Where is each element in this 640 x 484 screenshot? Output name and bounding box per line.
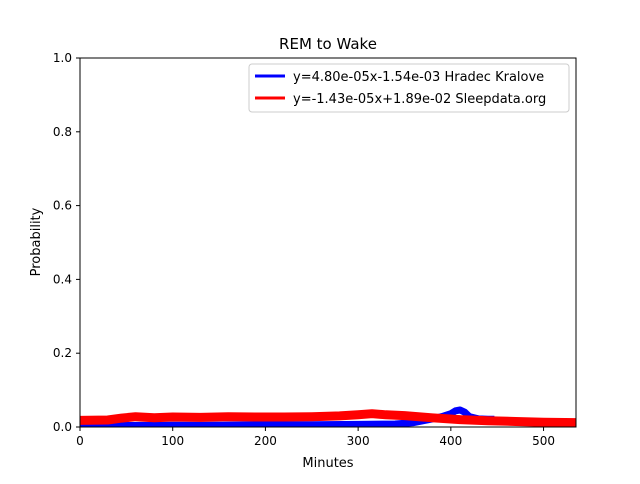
plot-area-frame [79, 57, 577, 428]
x-tick-label: 300 [347, 434, 370, 448]
y-tick-label: 0.6 [53, 199, 72, 213]
x-tick-label: 200 [254, 434, 277, 448]
x-tick-label: 0 [76, 434, 84, 448]
x-tick-label: 400 [439, 434, 462, 448]
x-axis-label: Minutes [302, 456, 353, 471]
y-tick-label: 1.0 [53, 51, 72, 65]
y-tick-label: 0.2 [53, 346, 72, 360]
legend-label-2: y=-1.43e-05x+1.89e-02 Sleepdata.org [293, 92, 546, 107]
x-axis-ticks: 0 100 200 300 400 500 [76, 427, 555, 448]
y-axis-ticks: 0.0 0.2 0.4 0.6 0.8 1.0 [53, 51, 80, 434]
series-line-2 [80, 409, 576, 427]
chart-title: REM to Wake [279, 35, 377, 53]
x-tick-label: 500 [532, 434, 555, 448]
y-tick-label: 0.0 [53, 420, 72, 434]
legend-label-1: y=4.80e-05x-1.54e-03 Hradec Kralove [293, 70, 544, 85]
legend: y=4.80e-05x-1.54e-03 Hradec Kralove y=-1.… [248, 63, 570, 113]
x-tick-label: 100 [161, 434, 184, 448]
y-tick-label: 0.8 [53, 125, 72, 139]
y-axis-label: Probability [29, 207, 44, 276]
legend-box [248, 63, 570, 113]
y-tick-label: 0.4 [53, 272, 72, 286]
